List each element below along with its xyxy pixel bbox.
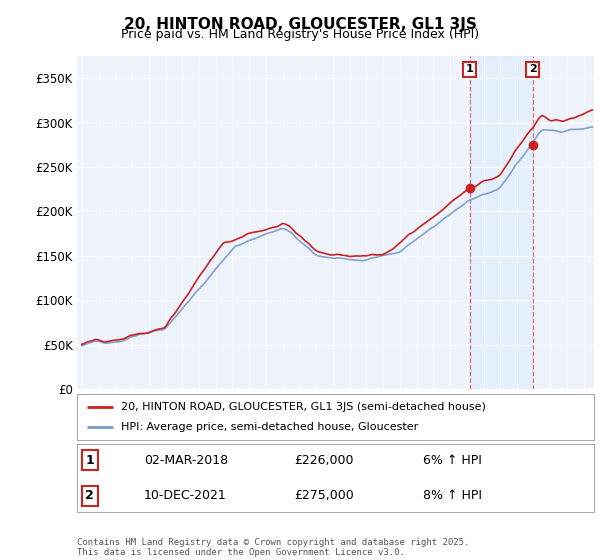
Text: 2: 2 <box>529 64 536 74</box>
Text: 1: 1 <box>466 64 473 74</box>
Text: 6% ↑ HPI: 6% ↑ HPI <box>424 454 482 466</box>
Text: Contains HM Land Registry data © Crown copyright and database right 2025.
This d: Contains HM Land Registry data © Crown c… <box>77 538 469 557</box>
Text: Price paid vs. HM Land Registry's House Price Index (HPI): Price paid vs. HM Land Registry's House … <box>121 28 479 41</box>
Bar <box>470 56 533 389</box>
Text: 02-MAR-2018: 02-MAR-2018 <box>144 454 228 466</box>
Text: 2: 2 <box>85 489 94 502</box>
Text: 20, HINTON ROAD, GLOUCESTER, GL1 3JS: 20, HINTON ROAD, GLOUCESTER, GL1 3JS <box>124 17 476 32</box>
Text: 1: 1 <box>85 454 94 466</box>
Text: 8% ↑ HPI: 8% ↑ HPI <box>424 489 482 502</box>
Text: 10-DEC-2021: 10-DEC-2021 <box>144 489 227 502</box>
Text: £275,000: £275,000 <box>294 489 354 502</box>
Text: HPI: Average price, semi-detached house, Gloucester: HPI: Average price, semi-detached house,… <box>121 422 418 432</box>
Text: 20, HINTON ROAD, GLOUCESTER, GL1 3JS (semi-detached house): 20, HINTON ROAD, GLOUCESTER, GL1 3JS (se… <box>121 403 485 413</box>
Text: £226,000: £226,000 <box>294 454 353 466</box>
